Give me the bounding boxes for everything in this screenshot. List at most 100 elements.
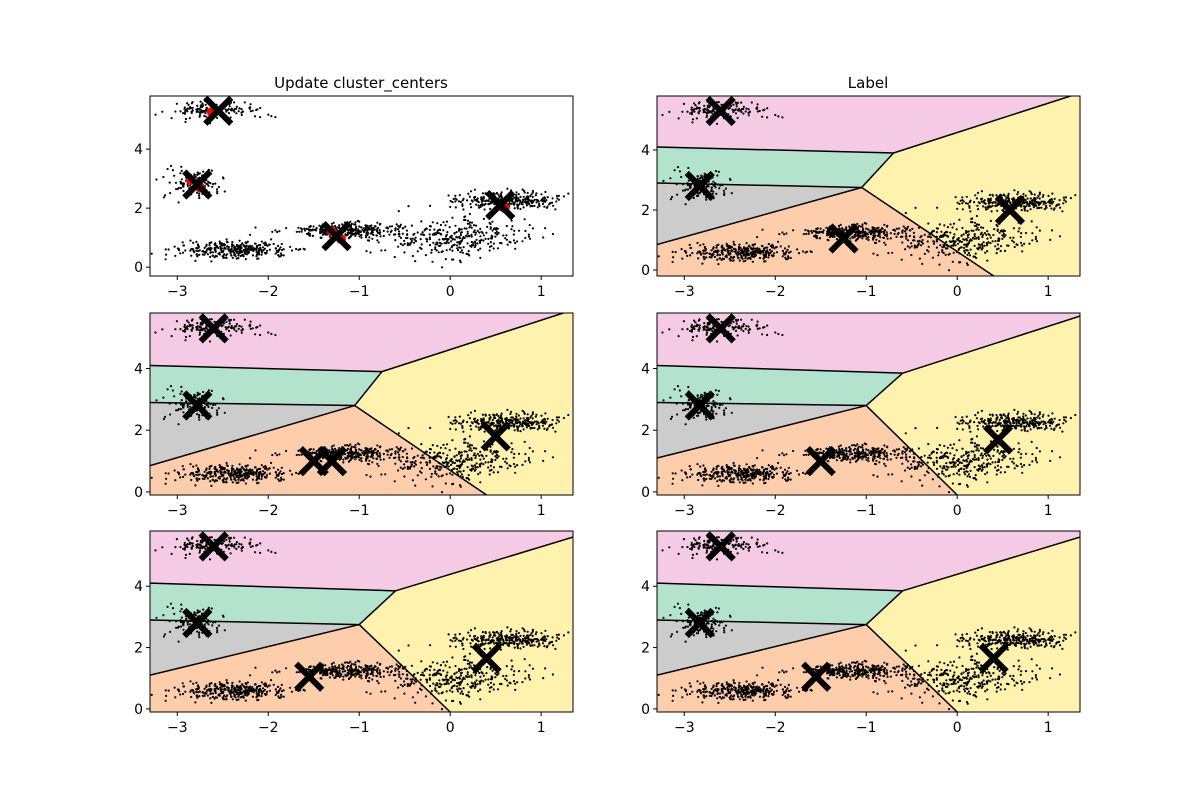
data-point — [771, 255, 774, 258]
data-point — [198, 192, 201, 195]
data-point — [500, 195, 503, 198]
data-point — [299, 227, 302, 230]
data-point — [1016, 243, 1019, 246]
data-point — [211, 475, 215, 478]
data-point — [217, 407, 220, 410]
data-point — [710, 189, 713, 192]
data-point — [189, 405, 192, 408]
data-point — [729, 257, 732, 260]
data-point — [440, 242, 443, 245]
data-point — [935, 235, 938, 238]
data-point — [705, 114, 709, 117]
data-point — [456, 471, 459, 474]
boundary-pink_green — [657, 146, 894, 154]
data-point — [937, 251, 940, 254]
data-point — [197, 110, 200, 113]
data-point — [958, 240, 962, 243]
data-point — [865, 237, 868, 240]
data-point — [198, 253, 201, 256]
data-point — [726, 248, 729, 251]
data-point — [986, 250, 989, 253]
data-point — [721, 253, 724, 256]
scatter-points — [657, 317, 1077, 494]
data-point — [932, 242, 936, 245]
data-point — [452, 197, 455, 201]
data-point — [440, 266, 444, 269]
data-point — [977, 228, 980, 231]
data-point — [513, 196, 516, 199]
data-point — [557, 416, 561, 419]
data-point — [312, 225, 315, 228]
data-point — [766, 324, 769, 327]
data-point — [459, 233, 463, 237]
data-point — [676, 385, 680, 388]
data-point — [450, 463, 453, 466]
data-point — [179, 172, 182, 175]
data-point — [223, 190, 226, 193]
data-point — [786, 257, 789, 261]
data-point — [240, 329, 243, 332]
data-point — [447, 194, 450, 197]
data-point — [299, 248, 302, 251]
data-point — [173, 245, 176, 248]
data-point — [548, 425, 551, 428]
data-point — [491, 220, 494, 223]
data-point — [891, 251, 894, 254]
data-point — [741, 250, 744, 253]
data-point — [681, 328, 684, 331]
data-point — [344, 457, 348, 460]
data-point — [180, 390, 183, 393]
data-point — [682, 409, 685, 412]
data-point — [469, 424, 472, 427]
data-point — [472, 454, 475, 457]
data-point — [282, 254, 285, 257]
data-point — [705, 256, 708, 259]
data-point — [518, 420, 521, 423]
data-point — [913, 239, 916, 242]
data-point — [677, 335, 680, 338]
data-point — [927, 245, 930, 248]
data-point — [698, 101, 701, 104]
data-point — [183, 106, 186, 109]
data-point — [1003, 249, 1007, 252]
data-point — [205, 474, 208, 477]
data-point — [407, 427, 410, 430]
data-point — [196, 394, 199, 397]
data-point — [938, 236, 942, 239]
data-point — [445, 242, 448, 245]
data-point — [358, 458, 361, 461]
data-point — [214, 182, 217, 185]
data-point — [397, 224, 400, 228]
data-point — [467, 192, 470, 195]
data-point — [998, 231, 1001, 234]
data-point — [320, 236, 323, 239]
data-point — [518, 203, 521, 206]
data-point — [506, 187, 509, 190]
data-point — [396, 451, 400, 454]
data-point — [756, 323, 759, 326]
data-point — [712, 190, 715, 193]
data-point — [495, 230, 499, 233]
data-point — [190, 478, 193, 482]
data-point — [975, 223, 979, 226]
data-point — [210, 247, 213, 250]
data-point — [361, 451, 364, 454]
data-point — [454, 200, 457, 203]
data-point — [205, 109, 208, 112]
data-point — [199, 100, 202, 103]
data-point — [218, 251, 221, 254]
data-point — [169, 192, 172, 195]
data-point — [222, 478, 225, 481]
data-point — [186, 110, 189, 113]
data-point — [460, 454, 463, 457]
data-point — [1028, 204, 1031, 208]
data-point — [347, 237, 350, 240]
data-point — [202, 328, 205, 331]
data-point — [1004, 234, 1007, 237]
data-point — [971, 236, 975, 240]
data-point — [693, 319, 696, 322]
data-point — [718, 187, 721, 190]
data-point — [880, 227, 884, 230]
data-point — [154, 113, 157, 116]
data-point — [996, 243, 1000, 246]
